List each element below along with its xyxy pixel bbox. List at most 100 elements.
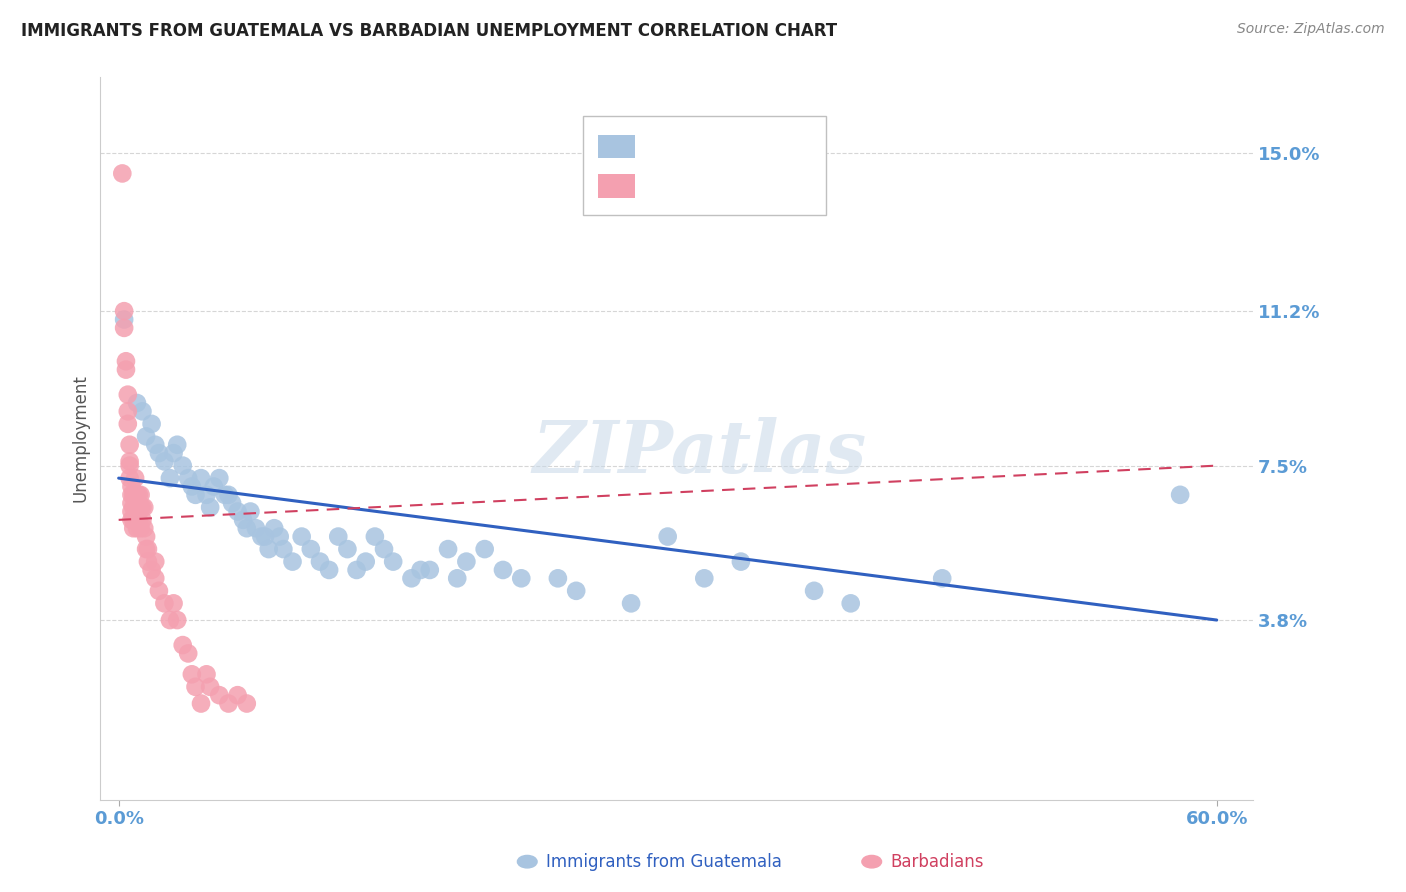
Point (131, 500, 153, 515)
Point (141, 563, 163, 577)
Point (166, 438, 188, 452)
Point (239, 504, 262, 518)
Point (354, 555, 377, 569)
Point (803, 583, 825, 598)
Point (136, 542, 159, 557)
Point (208, 688, 231, 702)
Point (291, 530, 314, 544)
Point (128, 500, 150, 515)
Point (299, 542, 322, 557)
Point (328, 530, 350, 544)
Point (125, 500, 148, 515)
Point (492, 563, 515, 577)
Point (122, 488, 145, 502)
Point (177, 647, 200, 661)
Point (931, 571, 953, 585)
Point (111, 166, 134, 180)
Point (122, 513, 145, 527)
Point (159, 613, 181, 627)
Point (236, 521, 259, 535)
Point (195, 667, 218, 681)
Point (382, 555, 405, 569)
Point (437, 542, 460, 557)
Point (657, 530, 679, 544)
Point (202, 479, 225, 493)
Point (136, 555, 159, 569)
Text: R =  0.019   N = 60: R = 0.019 N = 60 (638, 176, 814, 194)
Point (122, 500, 145, 515)
Point (128, 513, 150, 527)
Point (217, 697, 239, 711)
Point (214, 488, 236, 502)
Point (190, 471, 212, 485)
Point (148, 583, 170, 598)
Point (115, 362, 138, 376)
Point (112, 312, 135, 326)
Point (115, 354, 138, 368)
Point (135, 542, 157, 557)
Point (419, 563, 441, 577)
Point (336, 542, 359, 557)
Point (129, 488, 152, 502)
Point (141, 417, 163, 431)
Point (153, 454, 176, 468)
Point (232, 513, 254, 527)
Point (162, 596, 184, 610)
Point (131, 513, 153, 527)
Point (143, 571, 166, 585)
Point (409, 563, 432, 577)
Point (195, 488, 218, 502)
Point (346, 563, 368, 577)
Point (547, 571, 569, 585)
Text: R = -0.232   N = 65: R = -0.232 N = 65 (638, 136, 815, 155)
Point (221, 496, 243, 510)
Point (401, 571, 423, 585)
Point (118, 458, 141, 473)
Text: Source: ZipAtlas.com: Source: ZipAtlas.com (1237, 22, 1385, 37)
Point (134, 500, 156, 515)
Point (208, 471, 231, 485)
Point (125, 513, 148, 527)
Point (190, 697, 212, 711)
Point (1168, 488, 1191, 502)
Point (226, 504, 249, 518)
Text: IMMIGRANTS FROM GUATEMALA VS BARBADIAN UNEMPLOYMENT CORRELATION CHART: IMMIGRANTS FROM GUATEMALA VS BARBADIAN U… (21, 22, 837, 40)
Point (269, 530, 291, 544)
Point (839, 596, 862, 610)
Point (121, 513, 143, 527)
Y-axis label: Unemployment: Unemployment (72, 375, 89, 502)
Point (162, 446, 184, 460)
Point (125, 396, 148, 410)
Point (620, 596, 643, 610)
Point (131, 404, 153, 418)
Point (257, 542, 280, 557)
Point (129, 521, 152, 535)
Point (474, 542, 496, 557)
Point (117, 417, 139, 431)
Point (118, 438, 141, 452)
Point (129, 500, 152, 515)
Point (159, 471, 181, 485)
Text: Immigrants from Guatemala: Immigrants from Guatemala (546, 853, 782, 871)
Point (250, 530, 273, 544)
Point (180, 479, 202, 493)
Point (364, 530, 387, 544)
Point (122, 521, 145, 535)
Point (143, 555, 166, 569)
Point (112, 304, 135, 318)
Point (281, 555, 304, 569)
Point (198, 680, 221, 694)
Point (217, 488, 239, 502)
Point (134, 521, 156, 535)
Point (184, 680, 207, 694)
Point (135, 530, 157, 544)
Point (125, 521, 148, 535)
Point (143, 438, 166, 452)
Point (177, 471, 200, 485)
Point (273, 542, 295, 557)
Point (128, 488, 150, 502)
Point (148, 446, 170, 460)
Point (565, 583, 588, 598)
Point (226, 688, 249, 702)
Point (373, 542, 395, 557)
